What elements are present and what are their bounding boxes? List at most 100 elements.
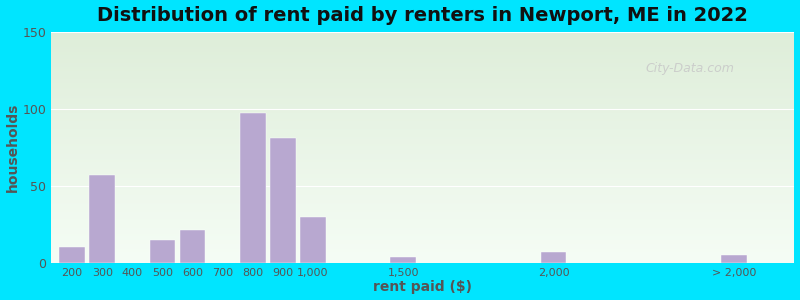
Bar: [42, 195, 800, 196]
Bar: [42, 77, 800, 78]
Bar: [42, 129, 800, 130]
Bar: [42, 33, 800, 34]
Bar: [42, 73, 800, 74]
Bar: [42, 69, 800, 70]
Bar: [42, 247, 800, 248]
Bar: [42, 149, 800, 151]
Bar: [42, 255, 800, 256]
Bar: [42, 34, 800, 35]
Bar: [42, 203, 800, 204]
Bar: [42, 85, 800, 86]
Bar: [42, 101, 800, 102]
Bar: [42, 56, 800, 57]
Bar: [42, 259, 800, 260]
Bar: [42, 153, 800, 154]
Bar: [42, 227, 800, 228]
Bar: [42, 191, 800, 192]
Bar: [42, 35, 800, 36]
Bar: [42, 210, 800, 211]
Bar: [42, 189, 800, 190]
Bar: [240, 113, 266, 263]
Bar: [42, 52, 800, 54]
Bar: [42, 40, 800, 41]
Bar: [42, 244, 800, 245]
Bar: [42, 199, 800, 200]
Bar: [42, 123, 800, 124]
Bar: [42, 214, 800, 215]
Bar: [42, 215, 800, 217]
Bar: [42, 124, 800, 125]
Bar: [42, 232, 800, 233]
Bar: [42, 177, 800, 178]
Bar: [59, 248, 85, 263]
Bar: [42, 225, 800, 226]
Bar: [42, 217, 800, 218]
Bar: [42, 50, 800, 51]
Bar: [42, 197, 800, 198]
Bar: [42, 88, 800, 89]
Bar: [42, 144, 800, 145]
Bar: [42, 115, 800, 116]
Bar: [42, 46, 800, 47]
Bar: [42, 207, 800, 208]
Bar: [42, 70, 800, 71]
Bar: [42, 107, 800, 108]
Bar: [42, 151, 800, 152]
Bar: [42, 206, 800, 207]
Bar: [42, 202, 800, 203]
Text: City-Data.com: City-Data.com: [646, 62, 734, 75]
Bar: [42, 71, 800, 72]
Bar: [42, 136, 800, 137]
Bar: [42, 235, 800, 236]
Bar: [42, 213, 800, 214]
Bar: [42, 128, 800, 129]
Bar: [42, 114, 800, 115]
Bar: [42, 228, 800, 229]
Bar: [42, 208, 800, 210]
Bar: [42, 211, 800, 212]
Bar: [42, 152, 800, 153]
Bar: [42, 48, 800, 49]
Bar: [42, 176, 800, 177]
Bar: [42, 130, 800, 131]
Bar: [42, 187, 800, 188]
Bar: [42, 119, 800, 121]
Bar: [42, 39, 800, 40]
Bar: [42, 184, 800, 185]
Bar: [42, 212, 800, 213]
Bar: [42, 175, 800, 176]
Bar: [390, 256, 416, 263]
Bar: [42, 250, 800, 251]
Bar: [42, 131, 800, 132]
Bar: [42, 166, 800, 167]
Bar: [42, 81, 800, 83]
Bar: [42, 58, 800, 59]
Bar: [42, 230, 800, 232]
Bar: [42, 161, 800, 162]
Bar: [42, 185, 800, 187]
Bar: [42, 205, 800, 206]
Bar: [42, 181, 800, 182]
Bar: [42, 47, 800, 48]
Bar: [42, 126, 800, 128]
Bar: [42, 125, 800, 126]
Bar: [42, 155, 800, 157]
Bar: [42, 42, 800, 43]
Bar: [42, 104, 800, 106]
Bar: [42, 134, 800, 136]
Bar: [42, 234, 800, 235]
Bar: [42, 51, 800, 52]
Bar: [42, 258, 800, 259]
Bar: [42, 43, 800, 44]
Bar: [42, 132, 800, 134]
Bar: [42, 87, 800, 88]
Bar: [42, 204, 800, 205]
Bar: [42, 96, 800, 98]
Bar: [42, 92, 800, 93]
Title: Distribution of rent paid by renters in Newport, ME in 2022: Distribution of rent paid by renters in …: [98, 6, 748, 25]
Bar: [42, 103, 800, 104]
Bar: [42, 89, 800, 91]
Bar: [42, 157, 800, 158]
Bar: [42, 257, 800, 258]
Bar: [42, 93, 800, 94]
